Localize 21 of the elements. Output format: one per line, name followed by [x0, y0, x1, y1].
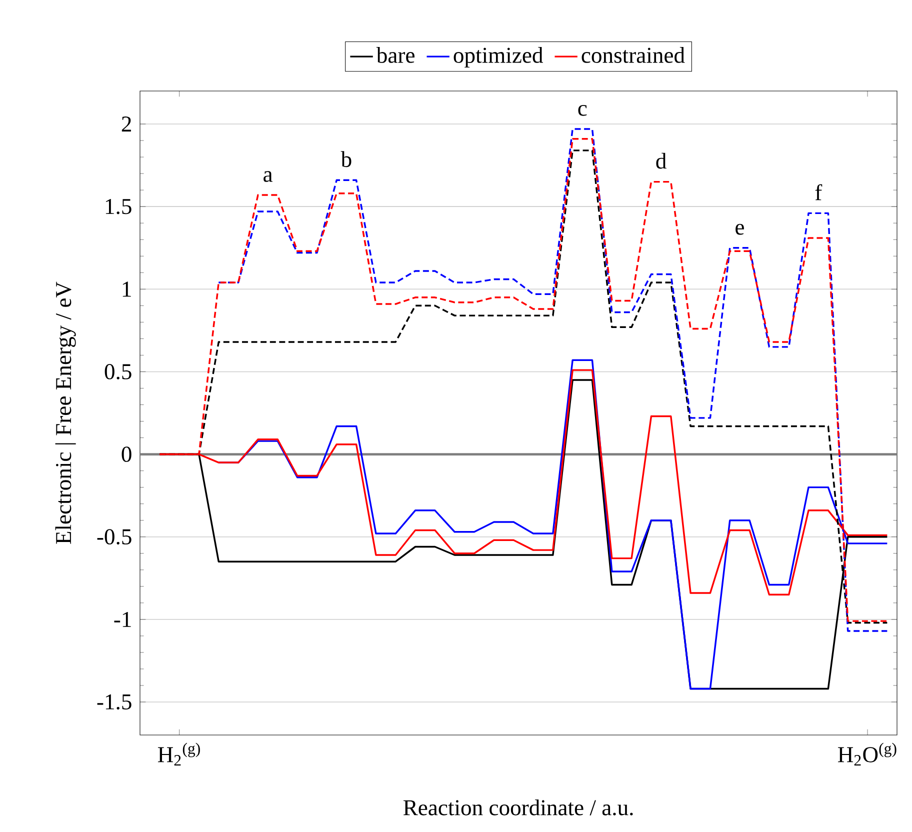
annotation: e: [736, 224, 744, 235]
y-tick-label: -1: [114, 612, 131, 627]
annotation: f: [815, 184, 822, 200]
y-tick-label: -0.5: [97, 529, 132, 545]
annotation: c: [578, 105, 587, 116]
x-tick-label: H$_{2}$O$^{(g)}$: [838, 742, 896, 766]
x-tick-label: H$_{2}$(g): [158, 742, 200, 766]
legend-label: optimized: [454, 47, 543, 68]
y-tick-label: 1.5: [106, 198, 132, 214]
y-tick-label: -1.5: [97, 694, 132, 710]
y-tick-label: 0.5: [104, 364, 132, 380]
legend-label: bare: [376, 47, 414, 63]
annotation: b: [340, 151, 352, 168]
annotation: d: [656, 152, 666, 169]
annotation: a: [264, 171, 273, 182]
x-axis-title: Reaction coordinate / a.u.: [403, 799, 633, 816]
legend-label: constrained: [582, 47, 685, 63]
y-axis-title: Electronic | Free Energy / eV: [55, 282, 76, 544]
y-tick-label: 1: [122, 282, 131, 297]
y-tick-label: 0: [122, 446, 132, 462]
y-tick-label: 2: [122, 116, 131, 132]
